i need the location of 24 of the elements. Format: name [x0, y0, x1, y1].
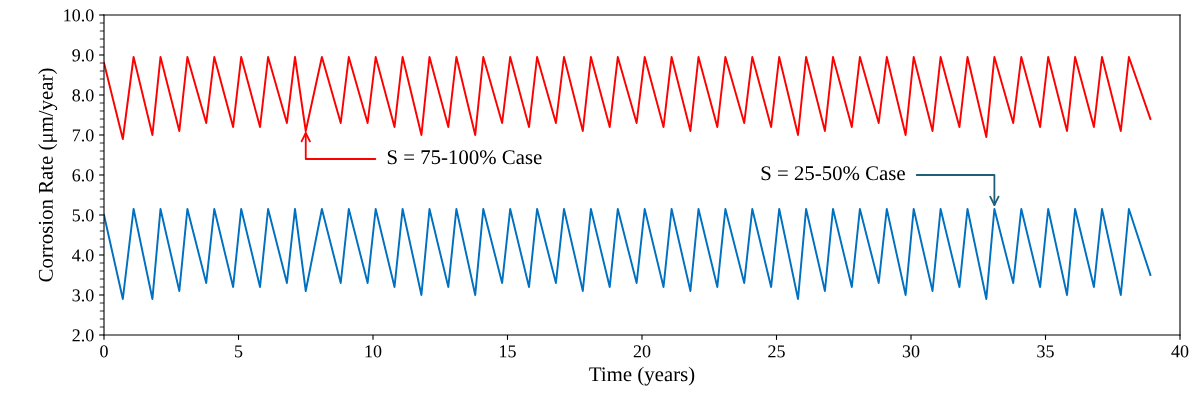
x-tick-label: 30	[902, 345, 920, 358]
line-series	[104, 56, 1152, 140]
x-tick-label: 20	[633, 345, 651, 358]
y-tick-label: 8.0	[72, 89, 94, 102]
y-tick-label: 4.0	[72, 249, 94, 262]
x-tick-label: 5	[235, 345, 243, 358]
y-tick-label: 6.0	[72, 169, 94, 182]
y-tick-label: 10.0	[64, 9, 94, 22]
y-tick-label: 9.0	[72, 49, 94, 62]
x-tick-label: 0	[100, 345, 108, 358]
annotation: S = 75-100% Case	[387, 150, 542, 165]
x-tick-label: 35	[1037, 345, 1054, 358]
x-tick-label: 25	[768, 345, 785, 358]
x-axis-title: Time (years)	[589, 366, 695, 386]
annotation: S = 25-50% Case	[761, 166, 905, 181]
line-series	[104, 208, 1152, 300]
x-tick-label: 40	[1171, 345, 1189, 358]
y-tick-label: 7.0	[72, 129, 94, 142]
y-axis-title: Corrosion Rate (μm/year)	[38, 68, 58, 282]
y-tick-label: 3.0	[72, 289, 94, 302]
y-tick-label: 2.0	[72, 329, 94, 342]
y-tick-label: 5.0	[72, 209, 94, 222]
x-tick-label: 10	[365, 345, 382, 358]
x-tick-label: 15	[500, 345, 516, 358]
